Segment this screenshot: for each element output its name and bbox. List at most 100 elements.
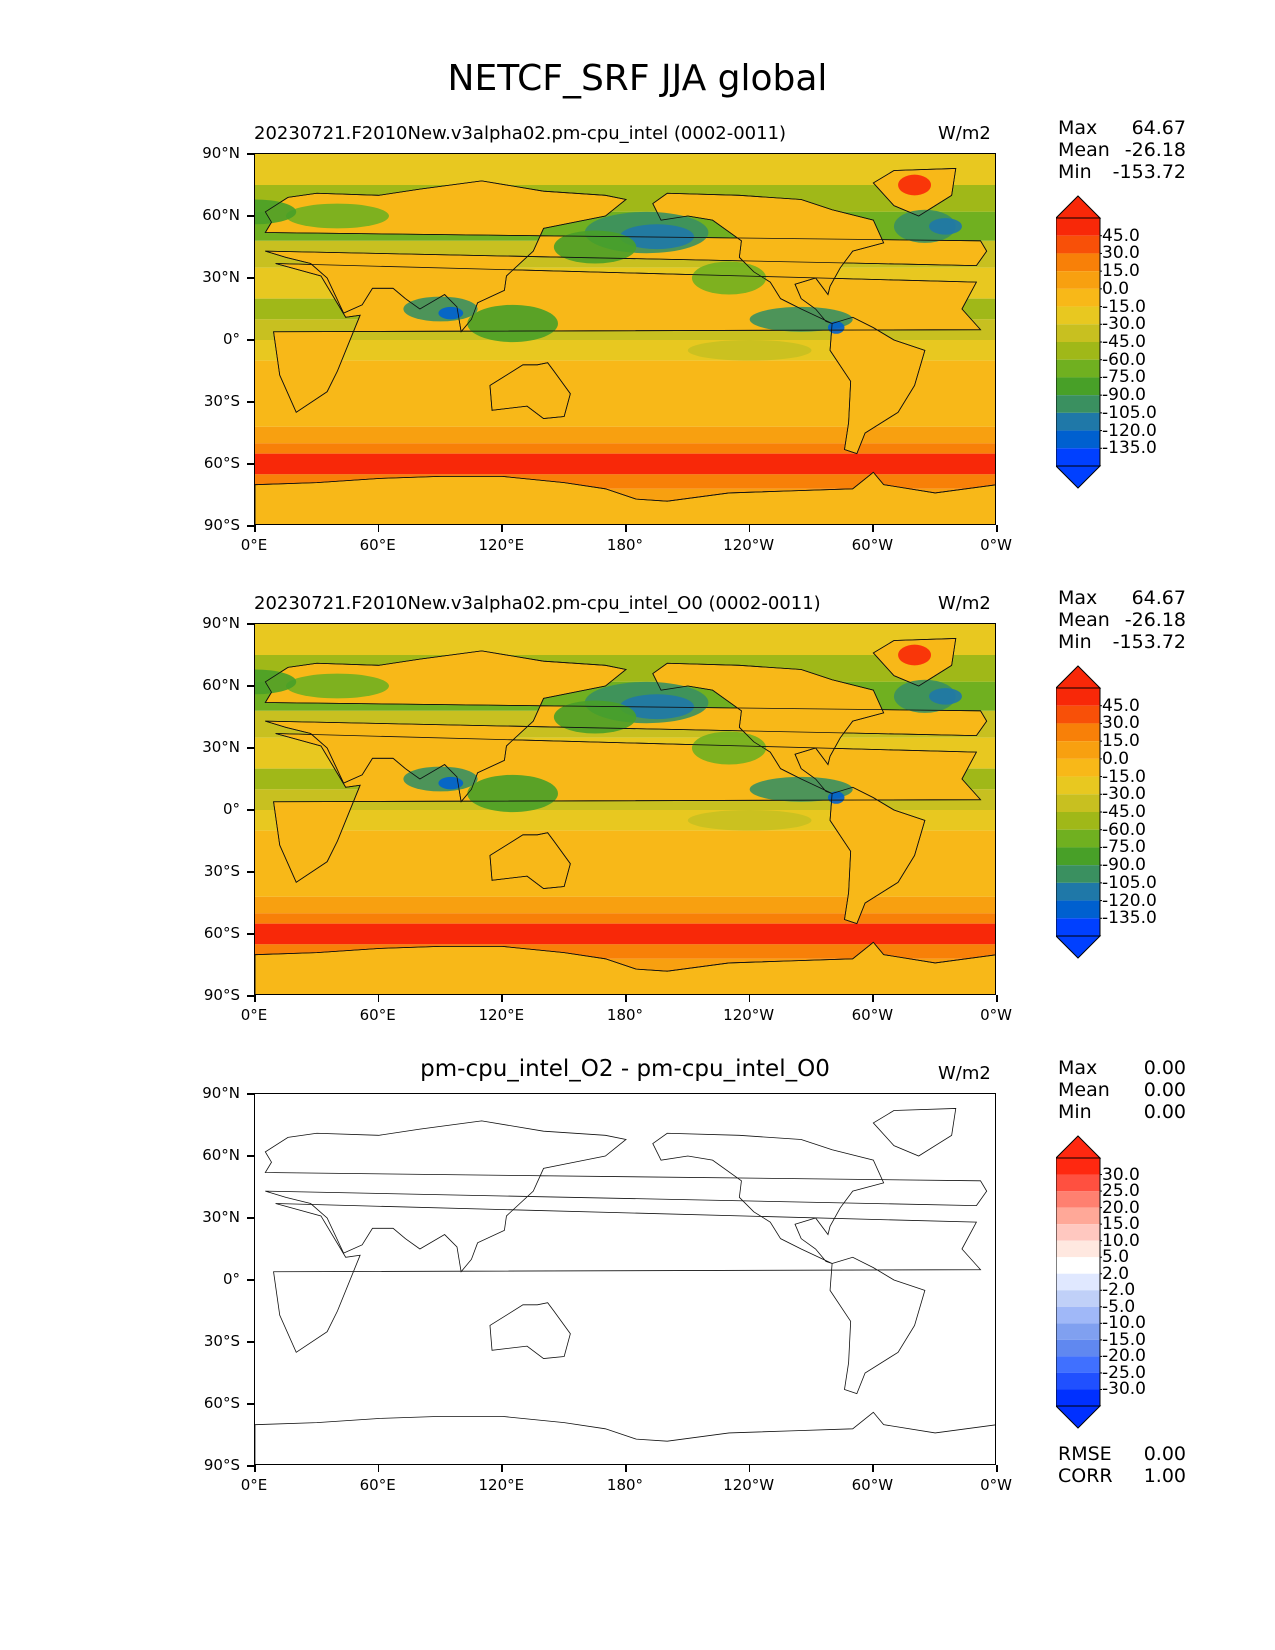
colorbar-tick-label: -2.0 — [1102, 1280, 1136, 1301]
units-label: W/m2 — [938, 1063, 991, 1084]
panel-title: 20230721.F2010New.v3alpha02.pm-cpu_intel… — [254, 593, 821, 614]
panel-difference: pm-cpu_intel_O2 - pm-cpu_intel_O0 W/m2 M… — [0, 940, 1275, 1494]
y-tick-mark — [247, 933, 254, 935]
x-tick-label: 60°E — [359, 1476, 396, 1494]
x-tick-label: 60°E — [359, 536, 396, 554]
colorbar-segment — [1056, 758, 1100, 777]
colorbar-tick-label: 45.0 — [1102, 695, 1140, 716]
colorbar-segment — [1056, 412, 1100, 431]
y-tick-mark — [247, 995, 254, 997]
field-feature — [255, 669, 297, 695]
x-tick-label: 0°E — [240, 1006, 268, 1024]
colorbar-segment — [1056, 1389, 1100, 1406]
colorbar-tick-label: -135.0 — [1102, 908, 1157, 929]
colorbar-segment — [1056, 342, 1100, 360]
colorbar-segment — [1056, 306, 1100, 325]
colorbar-tick-label: -120.0 — [1102, 890, 1157, 911]
y-tick-mark — [247, 685, 254, 687]
y-tick-mark — [247, 1403, 254, 1405]
field-band — [255, 154, 995, 185]
colorbar-segment — [1056, 235, 1100, 254]
field-feature — [749, 776, 853, 802]
field-map — [255, 624, 995, 994]
field-band — [255, 810, 995, 831]
x-tick-label: 120°W — [723, 536, 775, 554]
colorbar-tick-label: -25.0 — [1102, 1362, 1146, 1383]
colorbar-tick-label: -30.0 — [1102, 1379, 1146, 1400]
colorbar-tick-label: 15.0 — [1102, 1214, 1140, 1235]
field-map — [255, 1094, 995, 1464]
y-tick-label: 30°N — [202, 738, 240, 756]
y-tick-mark — [247, 215, 254, 217]
colorbar-tick-label: 0.0 — [1102, 748, 1130, 769]
x-tick-label: 120°E — [478, 1476, 525, 1494]
colorbar-segment — [1056, 1158, 1100, 1175]
coastline-australia — [489, 1302, 571, 1359]
x-tick-mark — [501, 525, 503, 532]
corr-label: CORR — [1058, 1465, 1113, 1487]
colorbar-segment — [1056, 705, 1100, 724]
y-tick-mark — [247, 1217, 254, 1219]
field-feature — [691, 261, 767, 295]
y-tick-mark — [247, 339, 254, 341]
max-label: Max — [1058, 587, 1098, 609]
y-tick-label: 30°N — [202, 268, 240, 286]
field-feature — [403, 296, 478, 322]
colorbar-tick-label: -60.0 — [1102, 819, 1146, 840]
x-tick-label: 0°W — [980, 536, 1012, 554]
map-plot — [254, 623, 996, 995]
y-tick-label: 30°S — [203, 1332, 240, 1350]
colorbar-segment — [1056, 1323, 1100, 1340]
colorbar-tick-label: -15.0 — [1102, 296, 1146, 317]
y-tick-label: 60°S — [203, 1394, 240, 1412]
colorbar-segment — [1056, 359, 1100, 378]
x-tick-mark — [254, 1465, 256, 1472]
y-tick-label: 90°N — [202, 144, 240, 162]
y-tick-label: 0° — [222, 1270, 240, 1288]
min-label: Min — [1058, 631, 1092, 653]
mean-label: Mean — [1058, 139, 1110, 161]
field-feature — [255, 199, 297, 225]
mean-label: Mean — [1058, 1079, 1110, 1101]
figure-title: NETCF_SRF JJA global — [447, 58, 828, 99]
y-tick-mark — [247, 1093, 254, 1095]
colorbar-segment — [1056, 688, 1100, 706]
y-tick-label: 0° — [222, 800, 240, 818]
colorbar-segment — [1056, 776, 1100, 795]
y-tick-mark — [247, 809, 254, 811]
colorbar-segment — [1056, 395, 1100, 413]
colorbar-extend-bottom — [1056, 1405, 1102, 1429]
colorbar-segment — [1056, 1207, 1100, 1225]
x-tick-mark — [625, 995, 627, 1002]
y-tick-mark — [247, 463, 254, 465]
max-label: Max — [1058, 1057, 1098, 1079]
x-tick-label: 60°W — [851, 536, 894, 554]
colorbar-segment — [1056, 218, 1100, 236]
y-tick-mark — [247, 153, 254, 155]
map-plot — [254, 1093, 996, 1465]
colorbar-tick-label: 0.0 — [1102, 278, 1130, 299]
units-label: W/m2 — [938, 593, 991, 614]
y-tick-label: 90°S — [203, 1456, 240, 1474]
colorbar-tick-label: -45.0 — [1102, 332, 1146, 352]
field-band — [255, 624, 995, 655]
coastline-eurasia — [264, 1120, 988, 1273]
coastline-eurasia — [264, 650, 988, 803]
coastline-australia — [489, 362, 571, 419]
panel-title: pm-cpu_intel_O2 - pm-cpu_intel_O0 — [420, 1056, 830, 1082]
colorbar-segment — [1056, 1174, 1100, 1192]
y-tick-mark — [247, 401, 254, 403]
field-band — [255, 426, 995, 444]
colorbar-segment — [1056, 812, 1100, 830]
coastline-antarctica — [255, 471, 995, 524]
colorbar-tick-label: 30.0 — [1102, 243, 1140, 264]
coastline-africa — [273, 263, 982, 413]
colorbar-tick-label: -75.0 — [1102, 837, 1146, 858]
y-tick-label: 60°N — [202, 676, 240, 694]
colorbar-segment — [1056, 1240, 1100, 1258]
x-tick-mark — [625, 1465, 627, 1472]
y-tick-mark — [247, 871, 254, 873]
colorbar-tick-label: 2.0 — [1102, 1263, 1130, 1284]
mean-value: -26.18 — [1124, 609, 1186, 631]
y-tick-label: 90°N — [202, 614, 240, 632]
